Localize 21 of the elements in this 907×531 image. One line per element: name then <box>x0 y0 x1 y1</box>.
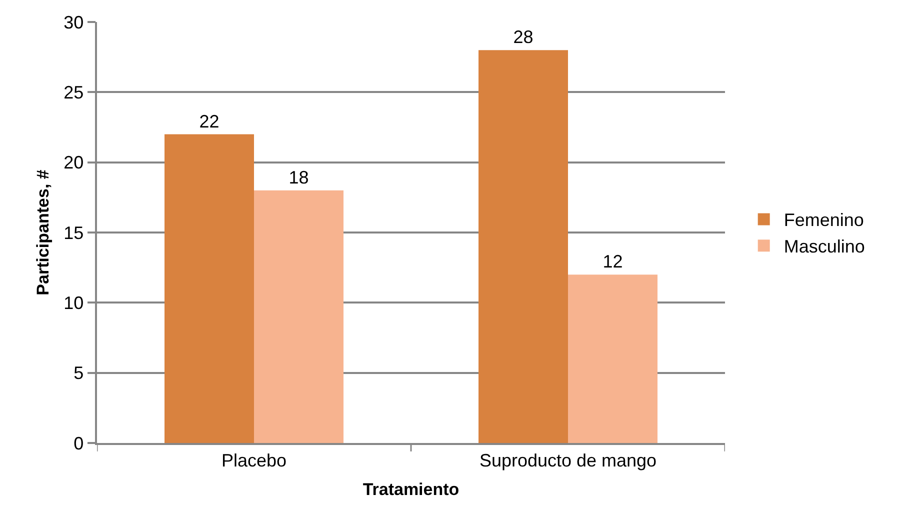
data-label: 18 <box>288 167 309 188</box>
y-axis-title: Participantes, # <box>34 169 53 296</box>
data-label: 28 <box>513 27 534 48</box>
x-axis-title: Tratamiento <box>362 480 460 500</box>
y-tick-label: 20 <box>64 152 84 173</box>
data-label: 22 <box>199 111 220 132</box>
y-tick-label: 10 <box>64 292 84 313</box>
bar <box>254 190 344 443</box>
x-tick-label: Suproducto de mango <box>479 450 657 470</box>
y-tick-label: 0 <box>74 433 84 454</box>
data-label: 12 <box>602 252 623 272</box>
x-tick-label: Placebo <box>221 450 287 470</box>
legend-label: Femenino <box>784 210 864 230</box>
bar <box>164 134 254 443</box>
y-tick-label: 30 <box>64 12 84 32</box>
y-tick-label: 15 <box>64 222 84 243</box>
bar <box>568 274 658 443</box>
legend-label: Masculino <box>784 236 865 257</box>
y-tick-label: 5 <box>74 363 84 384</box>
bar <box>478 50 568 443</box>
y-tick-label: 25 <box>64 82 84 102</box>
